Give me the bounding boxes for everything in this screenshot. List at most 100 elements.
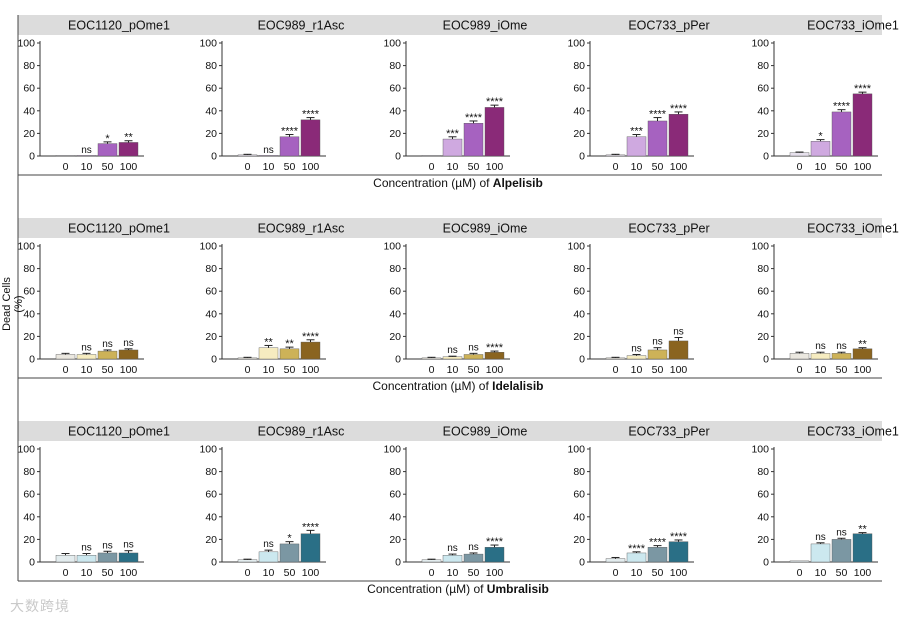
y-tick-label: 40 — [573, 308, 585, 320]
x-tick-label: 0 — [797, 364, 803, 376]
bar — [668, 541, 689, 563]
y-tick-label: 60 — [757, 489, 769, 501]
significance-label: **** — [302, 109, 320, 121]
y-tick-label: 80 — [757, 60, 769, 72]
x-axis-label: Concentration (µM) of Alpelisib — [373, 176, 543, 190]
x-axis-label-prefix: Concentration (µM) of — [373, 176, 493, 190]
bar — [442, 356, 463, 360]
significance-label: **** — [628, 543, 646, 555]
x-axis-label-drug: Umbralisib — [487, 582, 549, 596]
significance-label: ns — [815, 341, 826, 352]
bar — [258, 155, 279, 157]
x-tick-label: 0 — [613, 161, 619, 173]
significance-label: **** — [833, 101, 851, 113]
y-tick-label: 20 — [389, 534, 401, 546]
bar — [668, 113, 689, 157]
title-strip — [18, 15, 882, 35]
y-tick-label: 0 — [395, 151, 401, 163]
y-tick-label: 0 — [579, 557, 585, 569]
x-tick-label: 100 — [854, 364, 872, 376]
x-tick-label: 0 — [429, 161, 435, 173]
x-tick-label: 50 — [102, 364, 114, 376]
bar — [810, 141, 831, 157]
significance-label: ns — [81, 342, 92, 353]
significance-label: * — [287, 533, 292, 545]
y-tick-label: 0 — [579, 151, 585, 163]
panel-title: EOC733_iOme1 — [807, 19, 899, 33]
x-tick-label: 100 — [854, 567, 872, 579]
bar — [421, 155, 442, 157]
bar — [442, 555, 463, 563]
significance-label: ns — [102, 339, 113, 350]
x-tick-label: 10 — [631, 364, 643, 376]
y-tick-label: 20 — [23, 534, 35, 546]
y-tick-label: 40 — [23, 511, 35, 523]
panel-title: EOC733_iOme1 — [807, 425, 899, 439]
y-tick-label: 60 — [757, 286, 769, 298]
x-tick-label: 10 — [815, 567, 827, 579]
significance-label: ns — [447, 345, 458, 356]
y-tick-label: 100 — [17, 444, 35, 456]
bar — [55, 354, 76, 360]
bar — [55, 155, 76, 157]
y-tick-label: 40 — [389, 308, 401, 320]
y-tick-label: 100 — [751, 241, 769, 253]
significance-label: ns — [652, 337, 663, 348]
x-tick-label: 10 — [447, 567, 459, 579]
significance-label: **** — [486, 96, 504, 108]
y-tick-label: 0 — [763, 557, 769, 569]
significance-label: **** — [302, 521, 320, 533]
bar — [97, 552, 118, 563]
x-tick-label: 50 — [836, 161, 848, 173]
y-tick-label: 80 — [23, 263, 35, 275]
bar — [463, 123, 484, 157]
y-tick-label: 0 — [579, 354, 585, 366]
panel-title: EOC989_iOme — [443, 425, 528, 439]
bar — [279, 348, 300, 360]
y-tick-label: 100 — [751, 444, 769, 456]
x-tick-label: 0 — [613, 364, 619, 376]
bar — [118, 349, 139, 360]
y-tick-label: 40 — [757, 308, 769, 320]
significance-label: ns — [631, 343, 642, 354]
y-tick-label: 80 — [573, 263, 585, 275]
significance-label: ns — [836, 527, 847, 538]
y-tick-label: 40 — [757, 511, 769, 523]
y-tick-label: 20 — [573, 534, 585, 546]
x-tick-label: 10 — [447, 161, 459, 173]
significance-label: **** — [670, 531, 688, 543]
bar — [852, 93, 873, 157]
x-tick-label: 10 — [81, 364, 93, 376]
bar — [605, 558, 626, 563]
y-tick-label: 80 — [757, 263, 769, 275]
significance-label: ** — [124, 132, 133, 144]
bar — [118, 552, 139, 563]
y-tick-label: 0 — [763, 354, 769, 366]
y-tick-label: 40 — [757, 105, 769, 117]
x-tick-label: 50 — [102, 161, 114, 173]
y-tick-label: 100 — [17, 38, 35, 50]
significance-label: ns — [263, 145, 274, 156]
x-tick-label: 0 — [63, 567, 69, 579]
x-tick-label: 100 — [302, 161, 320, 173]
bar — [789, 560, 810, 563]
bar — [279, 543, 300, 563]
x-tick-label: 50 — [284, 567, 296, 579]
x-tick-label: 10 — [631, 567, 643, 579]
y-tick-label: 0 — [29, 557, 35, 569]
bar — [300, 533, 321, 563]
panel-title: EOC989_iOme — [443, 19, 528, 33]
x-axis-label-prefix: Concentration (µM) of — [373, 379, 493, 393]
bar — [810, 353, 831, 360]
x-tick-label: 100 — [486, 567, 504, 579]
y-tick-label: 20 — [389, 331, 401, 343]
x-tick-label: 50 — [468, 161, 480, 173]
y-tick-label: 20 — [573, 331, 585, 343]
y-tick-label: 80 — [389, 60, 401, 72]
x-axis-label-drug: Idelalisib — [492, 379, 543, 393]
panel-title: EOC1120_pOme1 — [68, 222, 170, 236]
y-tick-label: 20 — [205, 128, 217, 140]
bar — [789, 353, 810, 360]
y-tick-label: 60 — [573, 286, 585, 298]
y-tick-label: 20 — [757, 128, 769, 140]
